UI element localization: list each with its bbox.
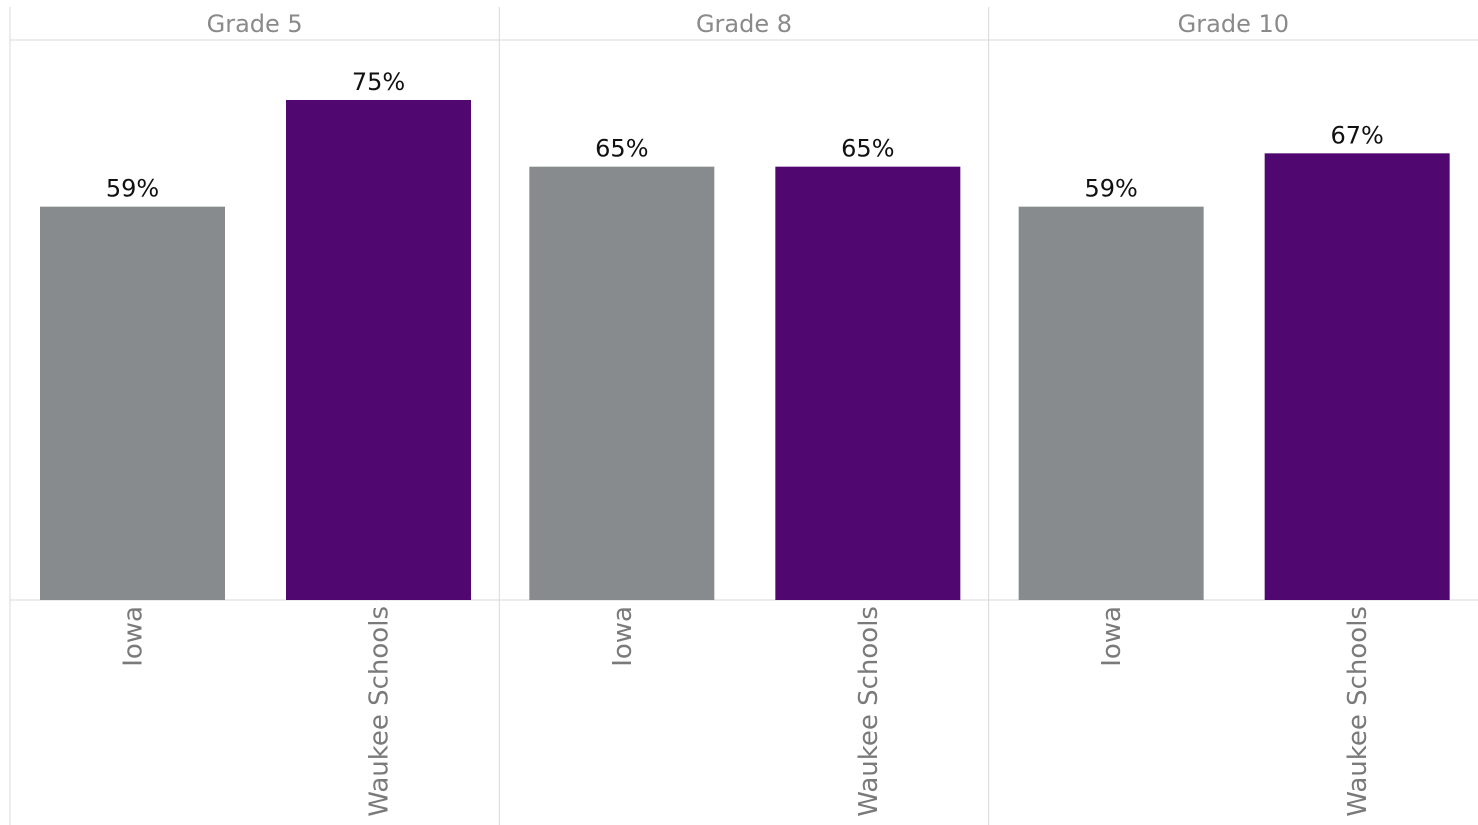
bar: [1018, 206, 1204, 600]
data-label: 67%: [1330, 121, 1383, 149]
bar: [286, 100, 471, 600]
panel-title: Grade 8: [696, 10, 792, 38]
category-label: Iowa: [1097, 606, 1127, 667]
bar: [40, 206, 225, 600]
data-label: 75%: [352, 68, 405, 96]
category-label: Iowa: [608, 606, 638, 667]
bar: [775, 166, 961, 600]
data-label: 59%: [1084, 175, 1137, 203]
data-label: 65%: [595, 135, 648, 163]
panel-title: Grade 5: [207, 10, 303, 38]
bar: [529, 166, 715, 600]
bar: [1264, 153, 1450, 601]
panel-title: Grade 10: [1178, 10, 1289, 38]
data-label: 65%: [841, 135, 894, 163]
category-label: Waukee Schools: [854, 606, 884, 817]
data-label: 59%: [106, 175, 159, 203]
category-label: Waukee Schools: [1343, 606, 1373, 817]
category-label: Waukee Schools: [365, 606, 395, 817]
category-label: Iowa: [119, 606, 149, 667]
